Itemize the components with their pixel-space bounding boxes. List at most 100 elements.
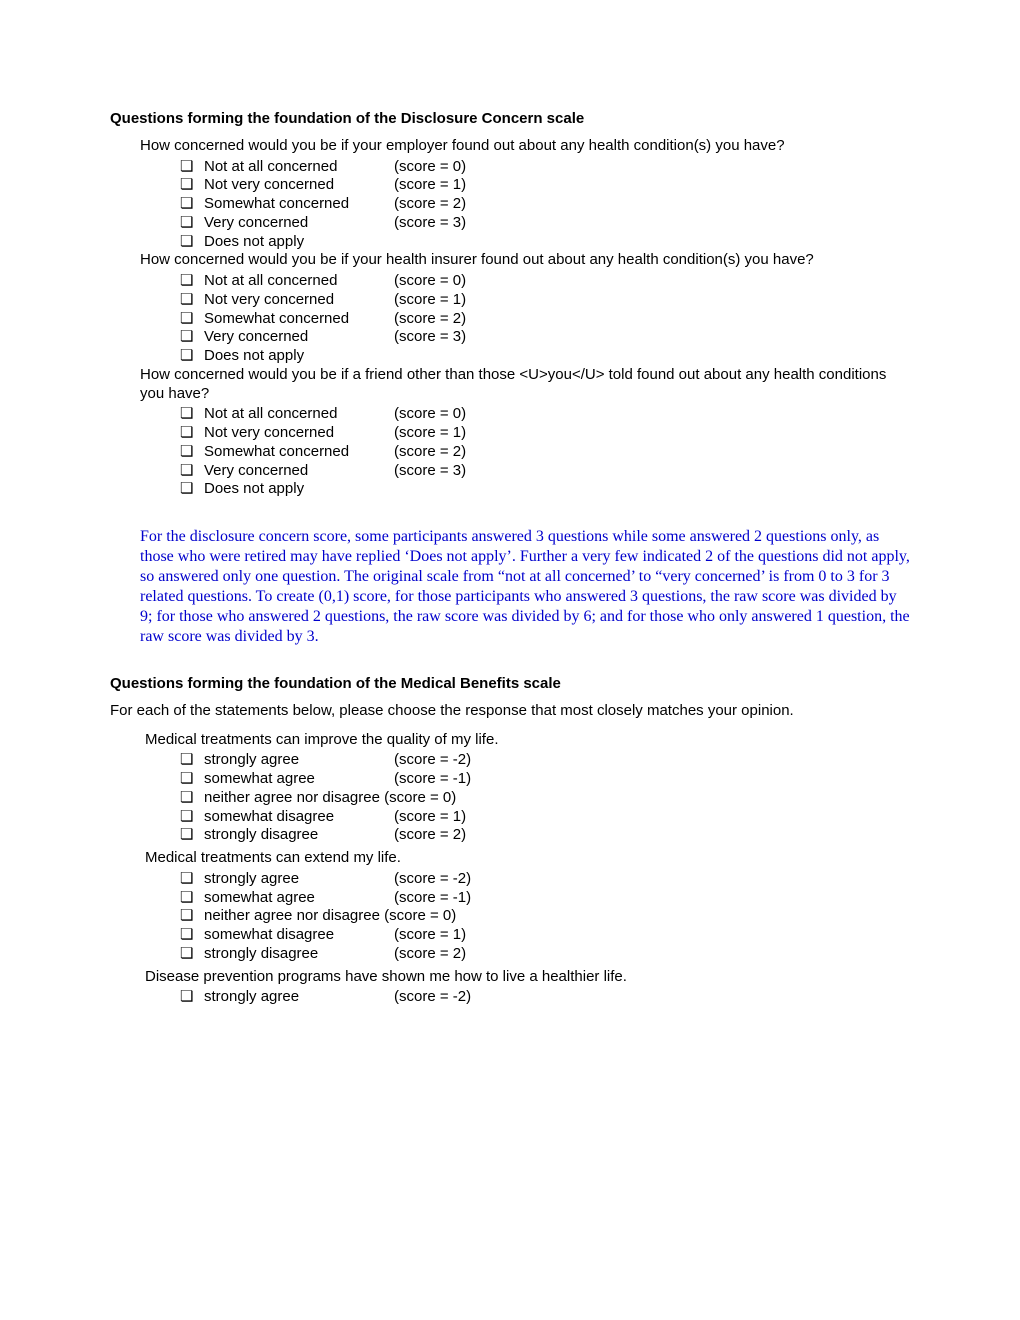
option-score: (score = 2): [394, 310, 466, 329]
checkbox-icon: ❏: [180, 826, 204, 845]
section2-question-2: Medical treatments can extend my life.: [145, 849, 910, 868]
section2-question-1: Medical treatments can improve the quali…: [145, 731, 910, 750]
option-label: Not at all concerned: [204, 405, 394, 424]
checkbox-icon: ❏: [180, 233, 204, 252]
option-row: ❏somewhat disagree(score = 1): [180, 926, 910, 945]
checkbox-icon: ❏: [180, 310, 204, 329]
option-label: Does not apply: [204, 233, 394, 252]
option-row: ❏Not very concerned(score = 1): [180, 291, 910, 310]
section1-question-3: How concerned would you be if a friend o…: [140, 366, 910, 404]
option-row: ❏Very concerned(score = 3): [180, 462, 910, 481]
option-row: ❏strongly agree(score = -2): [180, 988, 910, 1007]
section1-question-2: How concerned would you be if your healt…: [140, 251, 910, 270]
section2-intro: For each of the statements below, please…: [110, 702, 910, 721]
checkbox-icon: ❏: [180, 789, 204, 808]
option-label: Does not apply: [204, 480, 394, 499]
option-label: Not at all concerned: [204, 272, 394, 291]
option-row: ❏Not at all concerned(score = 0): [180, 405, 910, 424]
option-score: (score = 1): [394, 291, 466, 310]
option-row: ❏somewhat agree(score = -1): [180, 889, 910, 908]
checkbox-icon: ❏: [180, 272, 204, 291]
option-row: ❏somewhat disagree(score = 1): [180, 808, 910, 827]
option-score: (score = 3): [394, 462, 466, 481]
option-score: (score = -2): [394, 988, 471, 1007]
option-row: ❏Does not apply: [180, 233, 910, 252]
section2-q1-options: ❏strongly agree(score = -2) ❏somewhat ag…: [110, 751, 910, 845]
option-label: Does not apply: [204, 347, 394, 366]
section2-q3-options: ❏strongly agree(score = -2): [110, 988, 910, 1007]
checkbox-icon: ❏: [180, 945, 204, 964]
option-row: ❏Somewhat concerned(score = 2): [180, 195, 910, 214]
checkbox-icon: ❏: [180, 889, 204, 908]
option-label: strongly agree: [204, 988, 394, 1007]
option-label: strongly disagree: [204, 826, 394, 845]
checkbox-icon: ❏: [180, 424, 204, 443]
option-label: somewhat agree: [204, 770, 394, 789]
checkbox-icon: ❏: [180, 347, 204, 366]
checkbox-icon: ❏: [180, 443, 204, 462]
option-score: (score = -2): [394, 751, 471, 770]
section1-q3-options: ❏Not at all concerned(score = 0) ❏Not ve…: [110, 405, 910, 499]
option-row: ❏Not at all concerned(score = 0): [180, 272, 910, 291]
checkbox-icon: ❏: [180, 158, 204, 177]
option-row: ❏Does not apply: [180, 347, 910, 366]
option-score: (score = 0): [394, 158, 466, 177]
section2-q2-options: ❏strongly agree(score = -2) ❏somewhat ag…: [110, 870, 910, 964]
checkbox-icon: ❏: [180, 926, 204, 945]
checkbox-icon: ❏: [180, 770, 204, 789]
option-row: ❏Not very concerned(score = 1): [180, 176, 910, 195]
option-label: Somewhat concerned: [204, 195, 394, 214]
option-label: strongly agree: [204, 751, 394, 770]
option-score: (score = 0): [394, 272, 466, 291]
checkbox-icon: ❏: [180, 214, 204, 233]
option-label: Very concerned: [204, 462, 394, 481]
option-row: ❏Somewhat concerned(score = 2): [180, 310, 910, 329]
option-score: (score = 2): [394, 826, 466, 845]
checkbox-icon: ❏: [180, 176, 204, 195]
option-score: (score = 0): [394, 405, 466, 424]
option-row: ❏Does not apply: [180, 480, 910, 499]
option-score: (score = 1): [394, 808, 466, 827]
option-label: Somewhat concerned: [204, 310, 394, 329]
checkbox-icon: ❏: [180, 405, 204, 424]
option-label: Not at all concerned: [204, 158, 394, 177]
option-label: strongly agree: [204, 870, 394, 889]
option-row: ❏Not at all concerned(score = 0): [180, 158, 910, 177]
option-label-inline: neither agree nor disagree (score = 0): [204, 789, 456, 808]
option-score: (score = 2): [394, 443, 466, 462]
option-score: (score = -1): [394, 889, 471, 908]
option-row: ❏strongly disagree(score = 2): [180, 826, 910, 845]
checkbox-icon: ❏: [180, 988, 204, 1007]
checkbox-icon: ❏: [180, 328, 204, 347]
option-label: strongly disagree: [204, 945, 394, 964]
option-row: ❏neither agree nor disagree (score = 0): [180, 789, 910, 808]
option-score: (score = 2): [394, 945, 466, 964]
section1-q1-options: ❏Not at all concerned(score = 0) ❏Not ve…: [110, 158, 910, 252]
checkbox-icon: ❏: [180, 808, 204, 827]
option-label: Not very concerned: [204, 176, 394, 195]
option-label: Not very concerned: [204, 424, 394, 443]
option-label: somewhat agree: [204, 889, 394, 908]
option-row: ❏Very concerned(score = 3): [180, 214, 910, 233]
section1-question-1: How concerned would you be if your emplo…: [140, 137, 910, 156]
section2-heading: Questions forming the foundation of the …: [110, 675, 910, 694]
checkbox-icon: ❏: [180, 291, 204, 310]
section1-heading: Questions forming the foundation of the …: [110, 110, 910, 129]
option-label: Somewhat concerned: [204, 443, 394, 462]
option-row: ❏Very concerned(score = 3): [180, 328, 910, 347]
checkbox-icon: ❏: [180, 870, 204, 889]
option-label: Not very concerned: [204, 291, 394, 310]
option-score: (score = -1): [394, 770, 471, 789]
option-label: somewhat disagree: [204, 926, 394, 945]
option-score: (score = 2): [394, 195, 466, 214]
option-row: ❏strongly disagree(score = 2): [180, 945, 910, 964]
option-row: ❏strongly agree(score = -2): [180, 870, 910, 889]
checkbox-icon: ❏: [180, 462, 204, 481]
option-score: (score = -2): [394, 870, 471, 889]
checkbox-icon: ❏: [180, 195, 204, 214]
option-score: (score = 1): [394, 176, 466, 195]
option-score: (score = 1): [394, 424, 466, 443]
option-score: (score = 1): [394, 926, 466, 945]
option-row: ❏neither agree nor disagree (score = 0): [180, 907, 910, 926]
section1-q2-options: ❏Not at all concerned(score = 0) ❏Not ve…: [110, 272, 910, 366]
